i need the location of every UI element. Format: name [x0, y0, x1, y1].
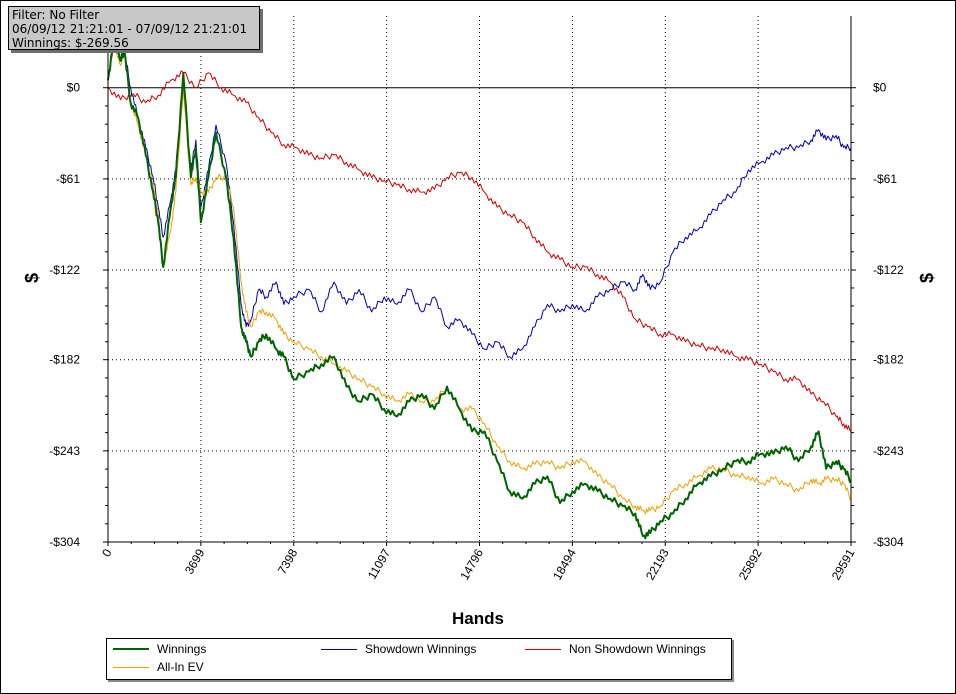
y-tick-label-right: -$182: [873, 353, 904, 367]
x-tick-label: 22193: [643, 546, 672, 582]
legend-swatch-allin-ev: [113, 666, 149, 668]
winnings-summary-label: Winnings: $-269.56: [12, 36, 129, 50]
y-tick-label-right: $0: [873, 81, 887, 95]
x-axis-title: Hands: [452, 609, 504, 628]
y-tick-label-right: -$122: [873, 263, 904, 277]
x-tick-label: 0: [99, 546, 115, 559]
filter-info-box: Filter: No Filter 06/09/12 21:21:01 - 07…: [8, 6, 260, 50]
y-tick-label-left: -$122: [49, 263, 80, 277]
y-tick-label-left: -$243: [49, 444, 80, 458]
series-line: [107, 70, 852, 432]
axes: [103, 16, 856, 546]
y-tick-label-right: -$61: [873, 172, 897, 186]
x-tick-label: 7398: [275, 546, 301, 576]
series-line: [107, 42, 852, 515]
y-tick-label-right: -$304: [873, 535, 904, 549]
x-tick-label: 25892: [736, 546, 765, 582]
y-tick-label-right: -$243: [873, 444, 904, 458]
y-axis-title-left: $: [22, 273, 42, 283]
legend: Winnings Showdown Winnings Non Showdown …: [106, 638, 732, 680]
y-tick-label-left: -$61: [56, 172, 80, 186]
series-allin_ev: [107, 42, 852, 515]
legend-label-winnings: Winnings: [157, 642, 207, 656]
series-non_showdown: [107, 70, 852, 432]
date-range-label: 06/09/12 21:21:01 - 07/09/12 21:21:01: [12, 22, 248, 36]
legend-swatch-showdown: [321, 648, 357, 650]
legend-label-non-showdown: Non Showdown Winnings: [569, 642, 706, 656]
y-axis-title-right: $: [917, 273, 937, 283]
x-tick-label: 11097: [365, 546, 394, 581]
legend-item-non-showdown: Non Showdown Winnings: [525, 641, 706, 657]
series-winnings: [107, 34, 852, 540]
legend-label-showdown: Showdown Winnings: [365, 642, 477, 656]
series-line: [107, 34, 852, 540]
x-tick-label: 18494: [550, 546, 579, 582]
legend-item-winnings: Winnings: [113, 641, 206, 657]
legend-swatch-non-showdown: [525, 648, 561, 650]
legend-label-allin-ev: All-In EV: [157, 660, 204, 674]
filter-label: Filter: No Filter: [12, 8, 100, 22]
legend-item-allin-ev: All-In EV: [113, 659, 204, 675]
x-tick-label: 14796: [457, 546, 486, 582]
legend-item-showdown: Showdown Winnings: [321, 641, 476, 657]
legend-swatch-winnings: [113, 648, 149, 650]
x-tick-label: 3699: [182, 546, 208, 576]
y-tick-label-left: -$304: [49, 535, 80, 549]
x-tick-label: 29591: [829, 546, 858, 582]
y-tick-label-left: -$182: [49, 353, 80, 367]
y-tick-label-left: $0: [67, 81, 81, 95]
series-group: [107, 34, 852, 540]
